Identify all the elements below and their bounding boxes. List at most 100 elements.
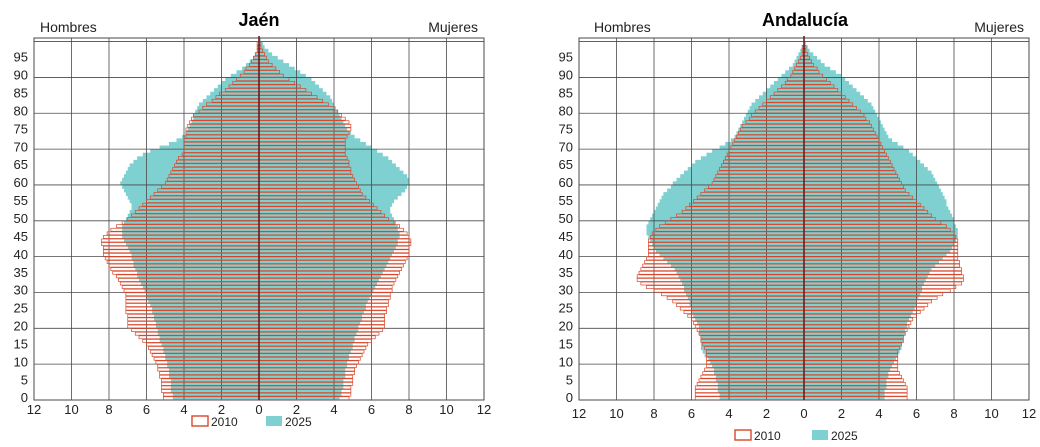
bar-2025-men — [157, 331, 259, 336]
bar-2025-women — [259, 149, 378, 153]
bar-2025-women — [259, 152, 383, 157]
bar-2025-women — [804, 98, 868, 103]
bar-2025-men — [159, 145, 259, 150]
bar-2025-men — [774, 81, 804, 85]
bar-2025-men — [206, 95, 259, 100]
bar-2025-women — [804, 356, 896, 361]
bar-2025-women — [804, 149, 909, 153]
bar-2025-women — [259, 270, 383, 275]
bar-2025-women — [804, 59, 821, 64]
y-tick-label: 40 — [559, 247, 573, 262]
y-tick-label: 5 — [21, 372, 28, 387]
bar-2025-women — [259, 367, 346, 372]
bar-2025-women — [804, 367, 891, 372]
bar-2025-women — [804, 188, 941, 193]
x-tick-label: 10 — [609, 406, 623, 421]
legend: 2010 2025 — [191, 415, 312, 429]
bar-2025-women — [259, 106, 336, 110]
bar-2025-women — [804, 88, 857, 93]
bar-2025-women — [259, 324, 359, 329]
bar-2025-women — [259, 63, 289, 67]
bar-2025-women — [259, 306, 366, 311]
bar-2025-women — [259, 253, 393, 257]
bar-2025-women — [804, 192, 943, 197]
bar-2025-women — [804, 313, 911, 318]
bar-2025-men — [225, 77, 259, 82]
bar-2025-men — [794, 59, 804, 64]
bar-2025-women — [259, 278, 379, 283]
bar-2025-men — [167, 364, 259, 369]
bar-2025-men — [785, 70, 804, 75]
legend-label-2025: 2025 — [831, 429, 858, 442]
bar-2025-men — [719, 392, 804, 397]
bar-2025-men — [172, 396, 259, 401]
bar-2025-men — [685, 292, 804, 297]
bar-2025-women — [804, 177, 936, 182]
bar-2025-women — [804, 249, 951, 254]
bar-2025-women — [804, 134, 889, 139]
bar-2025-men — [152, 310, 259, 315]
x-tick-label: 8 — [405, 402, 412, 417]
x-tick-label: 10 — [439, 402, 453, 417]
bar-2025-men — [747, 109, 804, 114]
bar-2025-women — [259, 342, 353, 347]
bar-2025-women — [804, 253, 947, 257]
bar-2025-women — [804, 371, 889, 376]
legend-label-2025: 2025 — [285, 415, 312, 429]
bar-2025-men — [712, 364, 804, 369]
y-tick-label: 10 — [14, 354, 28, 369]
bar-2025-men — [131, 253, 259, 257]
bar-2025-men — [715, 374, 804, 379]
bar-2025-women — [804, 278, 926, 283]
bar-2025-men — [127, 195, 259, 200]
bar-2025-women — [259, 374, 346, 379]
bar-2025-women — [259, 55, 278, 60]
y-tick-label: 10 — [559, 354, 573, 369]
bar-2025-men — [167, 360, 259, 365]
bar-2025-women — [804, 396, 885, 401]
legend-swatch-2010 — [191, 415, 209, 427]
bar-2025-men — [687, 296, 804, 300]
legend-swatch-2025 — [266, 416, 282, 426]
bar-2025-men — [187, 127, 259, 132]
bar-2025-men — [650, 217, 804, 222]
bar-2025-men — [742, 120, 804, 125]
bar-2025-men — [652, 213, 804, 218]
bar-2025-women — [259, 303, 366, 308]
bar-2025-women — [259, 109, 338, 114]
bar-2025-men — [172, 392, 259, 397]
y-tick-label: 55 — [14, 193, 28, 208]
x-tick-label: 10 — [984, 406, 998, 421]
bar-2025-women — [259, 385, 344, 390]
x-tick-label: 8 — [105, 402, 112, 417]
bar-2025-men — [648, 220, 804, 225]
x-tick-label: 4 — [330, 402, 337, 417]
bar-2025-men — [165, 356, 259, 361]
bar-2025-women — [259, 84, 319, 89]
bar-2025-women — [259, 231, 400, 236]
bar-2025-men — [170, 378, 259, 383]
x-tick-label: 4 — [875, 406, 882, 421]
bar-2025-men — [740, 124, 804, 128]
bar-2025-women — [259, 263, 387, 268]
bar-2025-women — [804, 224, 956, 229]
bar-2025-men — [159, 335, 259, 340]
bar-2025-men — [197, 106, 259, 110]
legend-swatch-2025 — [812, 430, 828, 440]
bar-2025-women — [804, 274, 928, 279]
bar-2025-women — [804, 48, 810, 53]
bar-2025-men — [646, 227, 804, 232]
bar-2025-men — [697, 321, 804, 326]
bar-2025-women — [259, 371, 346, 376]
bar-2025-men — [139, 278, 259, 283]
bar-2025-men — [693, 313, 804, 318]
bar-2025-men — [699, 331, 804, 336]
y-tick-label: 60 — [14, 175, 28, 190]
bar-2025-men — [751, 102, 804, 107]
bar-2025-women — [804, 70, 836, 75]
bar-2025-men — [182, 134, 259, 139]
bar-2025-women — [804, 303, 917, 308]
bar-2025-men — [717, 382, 804, 386]
bar-2025-men — [667, 260, 804, 265]
bar-2025-men — [170, 389, 259, 394]
